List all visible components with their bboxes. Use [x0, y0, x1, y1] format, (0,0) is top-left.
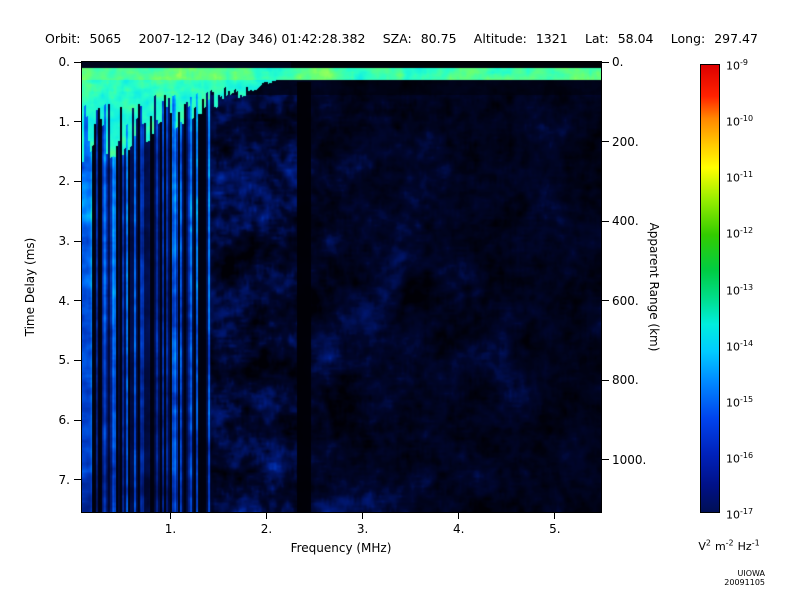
colorbar-tick-label: 10-11 — [726, 170, 754, 185]
spectrogram-canvas — [81, 61, 602, 513]
colorbar-tick-label: 10-14 — [726, 338, 754, 354]
x-tick-label: 1. — [164, 522, 177, 536]
y-left-tick-label: 5. — [58, 353, 70, 368]
orbit-label: Orbit: — [45, 31, 81, 46]
x-tick-label: 4. — [453, 522, 465, 536]
long-value: 297.47 — [714, 31, 758, 46]
y-right-tick-label: 200. — [612, 134, 639, 149]
y-left-tick-mark — [74, 121, 81, 123]
x-tick-mark — [362, 513, 364, 519]
y-left-tick-mark — [74, 240, 81, 242]
y-left-tick-mark — [74, 419, 81, 421]
colorbar-tick-label: 10-16 — [726, 450, 754, 466]
y-left-tick-mark — [74, 61, 81, 63]
header-datetime: 2007-12-12 (Day 346) 01:42:28.382 — [139, 31, 366, 46]
y-left-tick-mark — [74, 300, 81, 302]
colorbar-tick-label: 10-15 — [726, 394, 754, 410]
lat-value: 58.04 — [617, 31, 654, 46]
x-tick-mark — [554, 513, 556, 519]
y-left-tick-mark — [74, 180, 81, 182]
y-right-tick-label: 400. — [612, 214, 639, 229]
sza-value: 80.75 — [420, 31, 457, 46]
header-lat: Lat: 58.04 — [585, 31, 654, 46]
y-left-tick-label: 7. — [58, 472, 70, 487]
colorbar-tick-label: 10-10 — [726, 114, 754, 129]
orbit-value: 5065 — [89, 31, 122, 46]
y-axis-title-left: Time Delay (ms) — [23, 237, 37, 337]
datetime-value: 2007-12-12 (Day 346) 01:42:28.382 — [138, 31, 366, 46]
y-right-tick-label: 0. — [612, 55, 624, 69]
y-right-tick-label: 1000. — [612, 452, 647, 467]
x-tick-label: 2. — [260, 522, 273, 536]
header-sza: SZA: 80.75 — [383, 31, 457, 46]
y-right-tick-label: 800. — [612, 373, 639, 388]
x-tick-mark — [169, 513, 171, 519]
y-left-tick-mark — [74, 359, 81, 361]
colorbar-tick-label: 10-12 — [726, 226, 754, 242]
y-right-tick-mark — [602, 141, 609, 143]
y-left-tick-label: 6. — [58, 413, 70, 428]
colorbar-unit-label: V2 m-2 Hz-1 — [698, 538, 760, 553]
x-tick-label: 3. — [356, 522, 369, 536]
y-right-tick-mark — [602, 300, 609, 302]
colorbar — [700, 64, 720, 513]
y-left-tick-label: 1. — [58, 114, 70, 129]
header-long: Long: 297.47 — [671, 31, 758, 46]
header-orbit: Orbit: 5065 — [45, 31, 121, 46]
colorbar-tick-label: 10-17 — [726, 507, 754, 522]
y-left-tick-label: 3. — [58, 234, 70, 249]
x-axis-title: Frequency (MHz) — [290, 541, 392, 555]
header-altitude: Altitude: 1321 — [474, 31, 568, 46]
y-right-tick-mark — [602, 459, 609, 461]
altitude-value: 1321 — [535, 31, 568, 46]
altitude-label: Altitude: — [473, 31, 527, 46]
y-right-tick-mark — [602, 220, 609, 222]
lat-label: Lat: — [584, 31, 609, 46]
x-tick-mark — [266, 513, 268, 519]
y-right-tick-label: 600. — [612, 293, 639, 308]
y-left-tick-label: 0. — [58, 55, 70, 69]
observation-header: Orbit: 5065 2007-12-12 (Day 346) 01:42:2… — [45, 31, 758, 46]
colorbar-tick-label: 10-13 — [726, 282, 754, 298]
y-right-tick-mark — [602, 379, 609, 381]
y-right-tick-mark — [602, 61, 609, 63]
y-left-tick-label: 2. — [58, 174, 70, 189]
credit-text: UIOWA 20091105 — [724, 569, 765, 587]
x-tick-label: 5. — [549, 522, 561, 536]
long-label: Long: — [670, 31, 706, 46]
sza-label: SZA: — [382, 31, 412, 46]
y-left-tick-mark — [74, 479, 81, 481]
colorbar-tick-label: 10-9 — [726, 58, 748, 73]
x-tick-mark — [458, 513, 460, 519]
y-axis-title-right: Apparent Range (km) — [647, 222, 661, 352]
y-left-tick-label: 4. — [58, 293, 70, 308]
